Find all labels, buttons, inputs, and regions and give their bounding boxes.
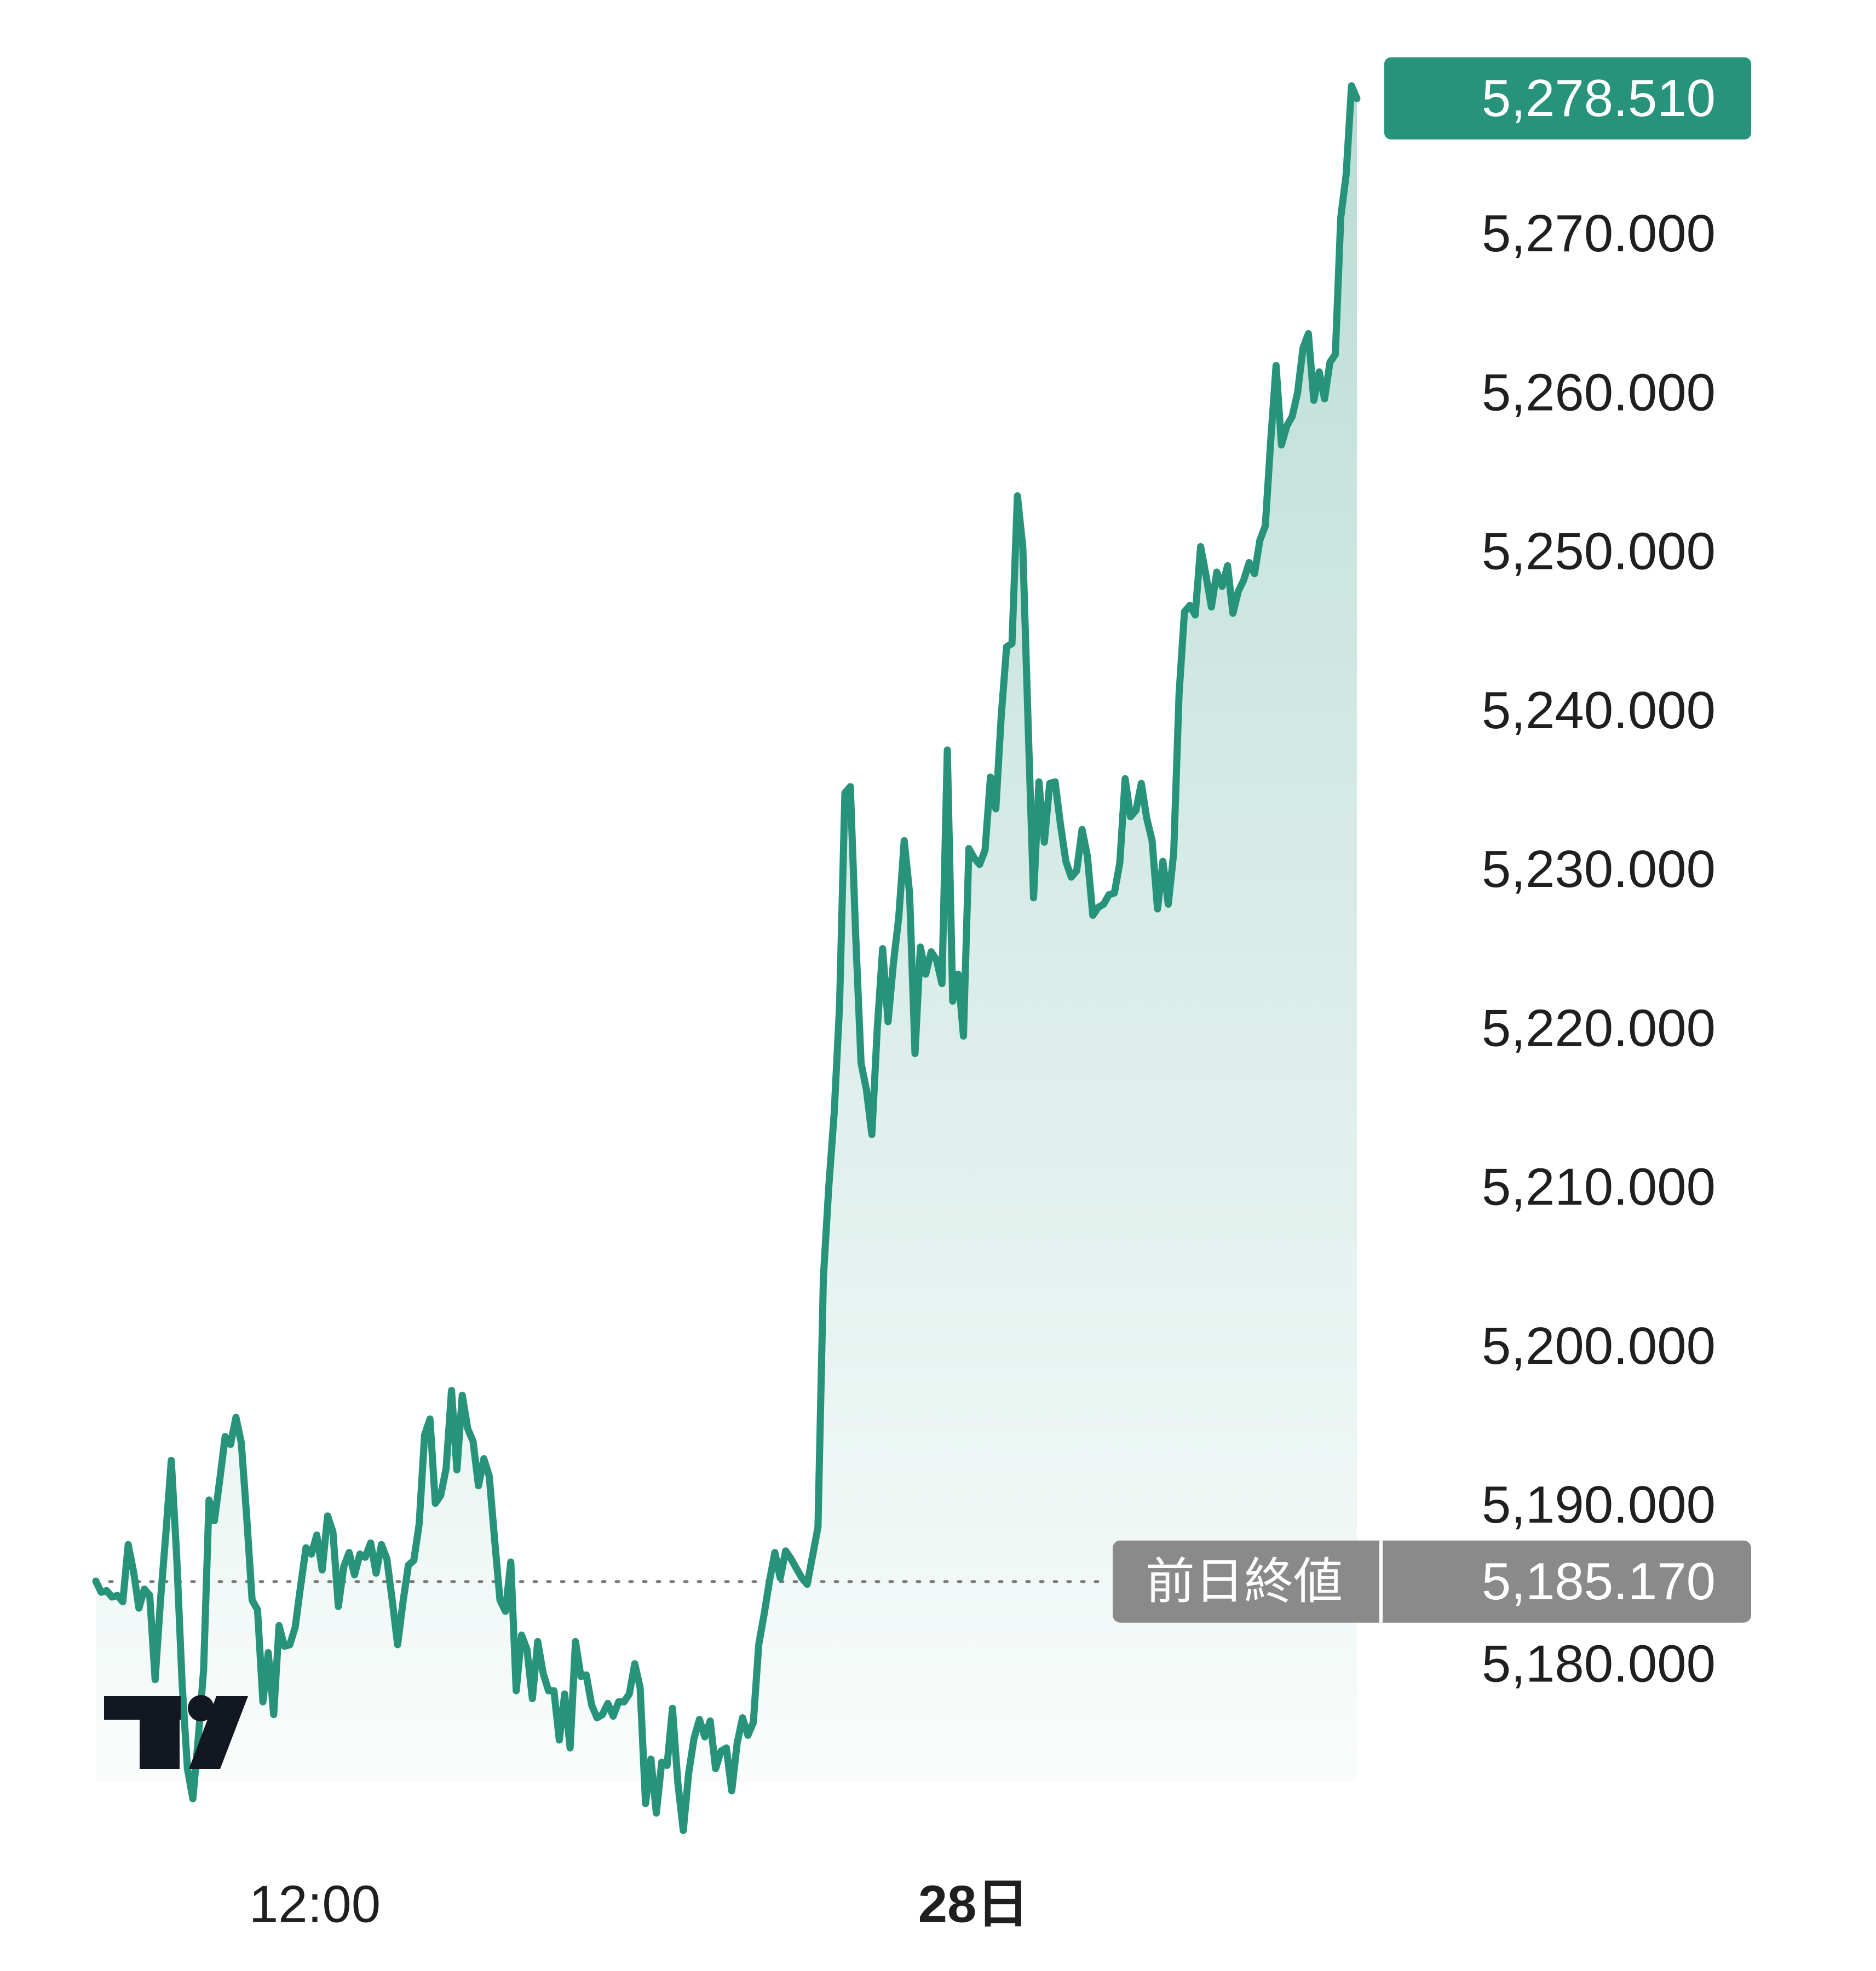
y-tick-label: 5,270.000 bbox=[1482, 204, 1716, 263]
y-axis: 5,270.000 5,260.000 5,250.000 5,240.000 5,23… bbox=[1482, 204, 1716, 1693]
x-tick-label: 12:00 bbox=[249, 1875, 381, 1934]
current-price-tag-label: 5,278.510 bbox=[1482, 69, 1716, 128]
previous-close-title: 前日終値 bbox=[1146, 1553, 1343, 1610]
price-line-series bbox=[92, 82, 1361, 1834]
x-axis: 12:00 28日 bbox=[249, 1875, 1029, 1934]
previous-close-value: 5,185.170 bbox=[1482, 1552, 1716, 1611]
price-area-fill bbox=[96, 85, 1357, 1831]
tradingview-logo-icon bbox=[104, 1695, 248, 1769]
plot-area bbox=[92, 82, 1361, 1834]
y-tick-label: 5,260.000 bbox=[1482, 363, 1716, 422]
y-tick-label: 5,180.000 bbox=[1482, 1634, 1716, 1693]
x-tick-label: 28日 bbox=[918, 1875, 1029, 1934]
previous-close-tag: 前日終値 5,185.170 bbox=[1113, 1540, 1751, 1623]
y-tick-label: 5,220.000 bbox=[1482, 999, 1716, 1057]
y-tick-label: 5,190.000 bbox=[1482, 1476, 1716, 1534]
current-price-tag-bg bbox=[1384, 57, 1751, 140]
previous-close-tag-bg bbox=[1113, 1540, 1751, 1623]
y-tick-label: 5,240.000 bbox=[1482, 681, 1716, 740]
y-tick-label: 5,250.000 bbox=[1482, 522, 1716, 581]
y-tick-label: 5,200.000 bbox=[1482, 1317, 1716, 1375]
current-price-tag: 5,278.510 bbox=[1384, 57, 1751, 140]
y-tick-label: 5,210.000 bbox=[1482, 1158, 1716, 1217]
y-tick-label: 5,230.000 bbox=[1482, 840, 1716, 898]
